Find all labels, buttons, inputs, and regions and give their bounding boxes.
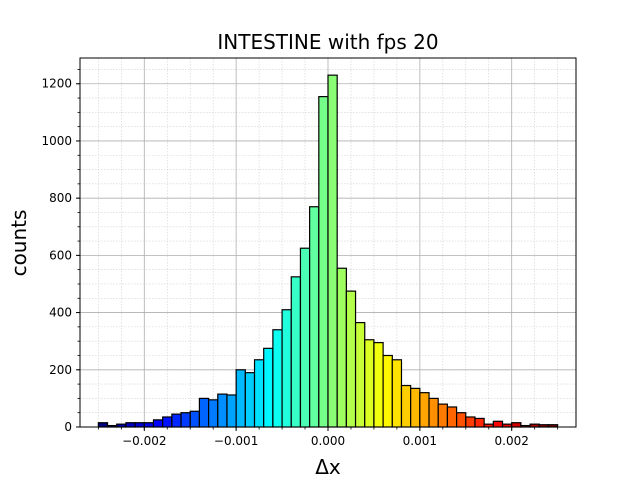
y-tick-label: 1000 [41, 134, 72, 148]
histogram-bar [281, 309, 292, 428]
histogram-bar [391, 359, 403, 428]
histogram-bar [235, 369, 246, 428]
y-tick-label: 200 [49, 363, 72, 377]
histogram-bar [318, 96, 329, 428]
histogram-bar [162, 416, 173, 428]
histogram-bar [299, 247, 311, 428]
histogram-bar [400, 384, 412, 428]
x-axis-label: Δx [315, 455, 341, 479]
y-tick-label: 0 [64, 420, 72, 434]
histogram-bar [455, 412, 467, 428]
histogram-bar [189, 410, 201, 428]
histogram-bar [327, 74, 338, 428]
bars-group [97, 74, 559, 428]
histogram-bar [253, 359, 265, 428]
histogram-bar [198, 397, 210, 428]
histogram-bar [410, 387, 421, 428]
y-tick-label: 800 [49, 191, 72, 205]
y-axis-label: counts [7, 210, 31, 277]
histogram-bar [382, 354, 393, 428]
histogram-bar [272, 329, 283, 428]
y-tick-label: 1200 [41, 77, 72, 91]
histogram-bar [226, 394, 237, 428]
histogram-bar [134, 422, 145, 428]
y-axis-ticks: 0 200 400 600 800 1000 1200 [41, 69, 80, 434]
histogram-bar [465, 416, 476, 428]
histogram-bar [207, 399, 219, 428]
histogram-bar [143, 422, 155, 428]
histogram-bar [309, 206, 320, 428]
histogram-bar [437, 403, 449, 428]
histogram-bar [97, 422, 109, 428]
x-tick-label: 0.001 [403, 434, 437, 448]
histogram-bar [345, 290, 357, 428]
histogram-bar [244, 372, 256, 428]
histogram-bar [428, 397, 439, 428]
histogram-bar [364, 339, 375, 428]
histogram-bar [446, 406, 458, 428]
histogram-bar [290, 276, 302, 428]
x-axis-ticks: −0.002 −0.001 0.000 0.001 0.002 [97, 427, 559, 448]
x-tick-label: −0.002 [122, 434, 166, 448]
histogram-bar [492, 420, 504, 428]
histogram-bar [419, 392, 430, 428]
histogram-bar [474, 417, 485, 428]
histogram-bar [152, 419, 164, 428]
histogram-bar [180, 412, 191, 428]
y-tick-label: 400 [49, 306, 72, 320]
histogram-bar [511, 422, 522, 428]
chart-title: INTESTINE with fps 20 [217, 30, 438, 54]
x-tick-label: 0.002 [495, 434, 529, 448]
histogram-bar [263, 347, 274, 428]
histogram-bar [373, 342, 384, 428]
histogram-bar [336, 267, 347, 428]
histogram-bar [354, 321, 366, 428]
histogram-bar [217, 393, 228, 428]
histogram-bar [171, 413, 182, 428]
x-tick-label: 0.000 [311, 434, 345, 448]
x-tick-label: −0.001 [214, 434, 258, 448]
histogram-bar [125, 422, 136, 428]
y-tick-label: 600 [49, 248, 72, 262]
